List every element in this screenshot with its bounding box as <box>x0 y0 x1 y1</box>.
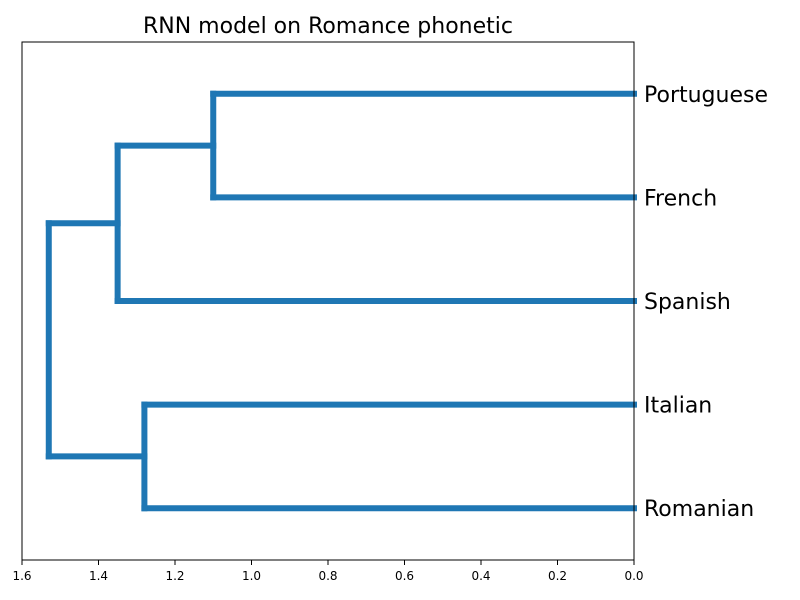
leaf-labels: Portuguese French Spanish Italian Romanian <box>644 83 768 522</box>
x-tick-label: 0.4 <box>471 569 490 583</box>
x-tick-label: 1.0 <box>242 569 261 583</box>
x-tick-label: 1.6 <box>12 569 31 583</box>
leaf-label: French <box>644 186 717 211</box>
x-tick-label: 0.0 <box>624 569 643 583</box>
x-tick-label: 1.2 <box>165 569 184 583</box>
x-axis: 1.6 1.4 1.2 1.0 0.8 0.6 0.4 0.2 0.0 <box>12 560 644 583</box>
leaf-label: Portuguese <box>644 83 768 108</box>
dendrogram-links <box>45 90 637 512</box>
leaf-label: Italian <box>644 394 712 419</box>
x-tick-label: 0.8 <box>318 569 337 583</box>
chart-title: RNN model on Romance phonetic <box>143 14 513 39</box>
x-tick-label: 0.2 <box>548 569 567 583</box>
leaf-label: Romanian <box>644 497 754 522</box>
leaf-label: Spanish <box>644 290 731 315</box>
x-tick-label: 1.4 <box>89 569 108 583</box>
x-tick-label: 0.6 <box>395 569 414 583</box>
